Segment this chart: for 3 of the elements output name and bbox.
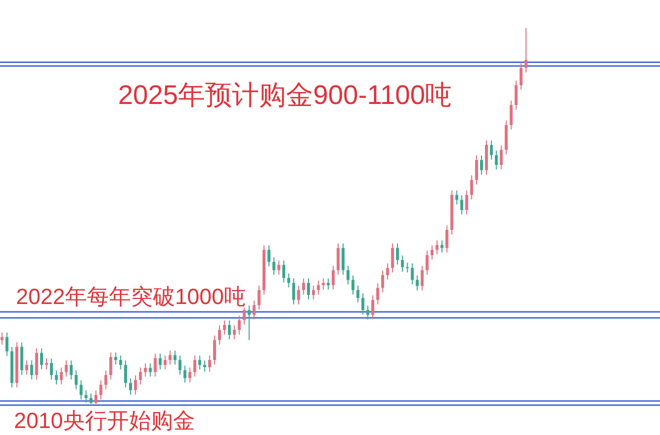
ref-line-label: 2025年预计购金900-1100吨 (118, 80, 452, 110)
ref-line-label: 2022年每年突破1000吨 (16, 284, 246, 309)
ref-line-label: 2010央行开始购金 (14, 408, 195, 433)
